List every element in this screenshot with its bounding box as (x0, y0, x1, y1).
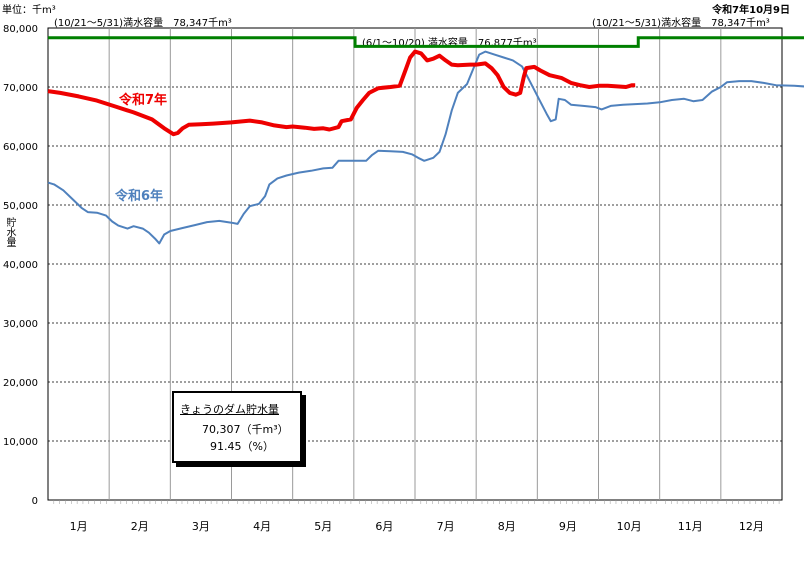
y-tick-label: 40,000 (3, 260, 38, 271)
month-label: 2月 (131, 520, 149, 533)
unit-label: 単位：千m³ (2, 5, 56, 16)
series-line-r7 (47, 49, 636, 137)
month-label: 1月 (70, 520, 88, 533)
month-label: 6月 (375, 520, 393, 533)
y-tick-label: 50,000 (3, 201, 38, 212)
month-label: 9月 (559, 520, 577, 533)
month-label: 3月 (192, 520, 210, 533)
y-tick-label: 60,000 (3, 142, 38, 153)
grid-layer (47, 27, 783, 501)
month-label: 7月 (437, 520, 455, 533)
y-axis-title-text: 貯水量 (4, 217, 15, 247)
axis-layer: 0 10,000 20,000 30,000 40,000 50,000 60,000 70,… (3, 24, 780, 533)
month-label: 10月 (617, 520, 642, 533)
y-tick-label: 70,000 (3, 83, 38, 94)
y-tick-label: 0 (32, 496, 38, 507)
month-label: 11月 (678, 520, 703, 533)
capacity-label-winter-left: (10/21～5/31)満水容量 78,347千m³ (54, 18, 232, 29)
report-date: 令和7年10月9日 (712, 5, 790, 16)
month-label: 4月 (253, 520, 271, 533)
today-storage-percent: 91.45（%） (210, 440, 274, 453)
capacity-label-summer: (6/1～10/20) 満水容量 76,877千m³ (362, 38, 537, 49)
series-line-r6 (47, 50, 804, 245)
capacity-line (48, 36, 804, 48)
y-tick-label: 80,000 (3, 24, 38, 35)
y-axis-title: 貯水量 (2, 217, 15, 252)
month-label: 12月 (739, 520, 764, 533)
month-label: 5月 (314, 520, 332, 533)
today-storage-box: きょうのダム貯水量 70,307（千m³） 91.45（%） (172, 391, 302, 463)
today-storage-title: きょうのダム貯水量 (180, 403, 279, 416)
series-layer (47, 36, 804, 245)
y-tick-label: 20,000 (3, 378, 38, 389)
capacity-label-winter-right: (10/21～5/31)満水容量 78,347千m³ (592, 18, 770, 29)
series-label-r6: 令和6年 (115, 188, 163, 204)
month-label: 8月 (498, 520, 516, 533)
y-tick-label: 10,000 (3, 437, 38, 448)
series-label-r7: 令和7年 (119, 92, 167, 108)
y-tick-label: 30,000 (3, 319, 38, 330)
today-storage-volume: 70,307（千m³） (202, 423, 289, 436)
